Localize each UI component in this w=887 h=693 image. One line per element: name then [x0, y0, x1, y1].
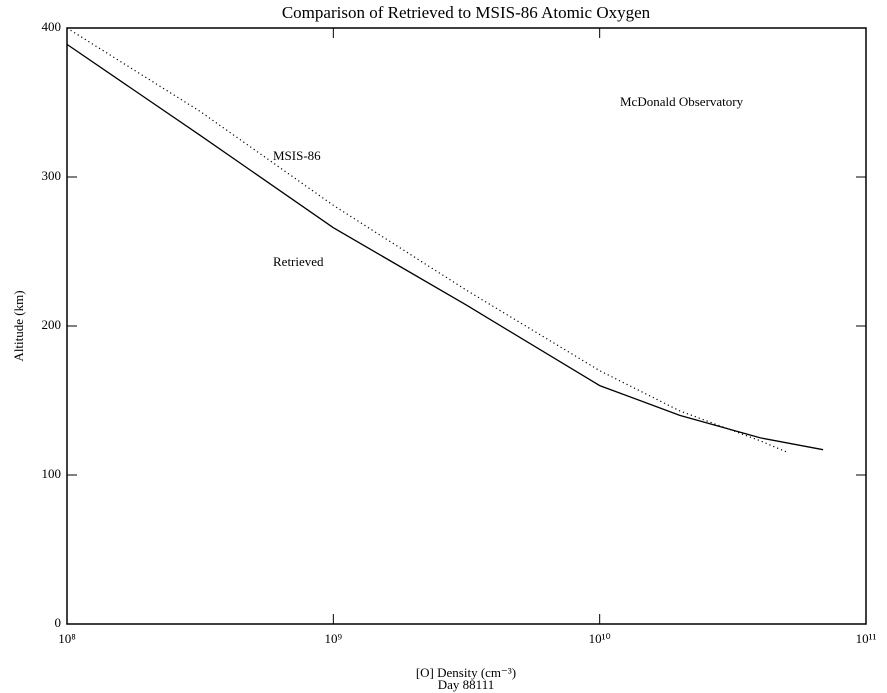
x-tick-label: 10¹⁰: [589, 631, 611, 646]
series-line: [66, 43, 824, 451]
y-tick-label: 300: [42, 168, 62, 183]
chart-title: Comparison of Retrieved to MSIS-86 Atomi…: [282, 3, 651, 22]
annotation: McDonald Observatory: [620, 94, 744, 109]
annotation: Retrieved: [273, 254, 324, 269]
y-tick-label: 400: [42, 19, 62, 34]
subtitle: Day 88111: [438, 677, 494, 692]
x-tick-label: 10⁹: [325, 631, 343, 646]
x-tick-label: 10¹¹: [856, 631, 877, 646]
annotation: MSIS-86: [273, 148, 321, 163]
x-tick-label: 10⁸: [58, 631, 76, 646]
y-tick-label: 200: [42, 317, 62, 332]
series-line: [66, 27, 789, 454]
plot-frame: [66, 27, 867, 625]
y-tick-label: 0: [55, 615, 62, 630]
y-tick-label: 100: [42, 466, 62, 481]
y-axis-label: Altitude (km): [11, 290, 26, 361]
x-axis-label: [O] Density (cm⁻³): [416, 665, 516, 680]
